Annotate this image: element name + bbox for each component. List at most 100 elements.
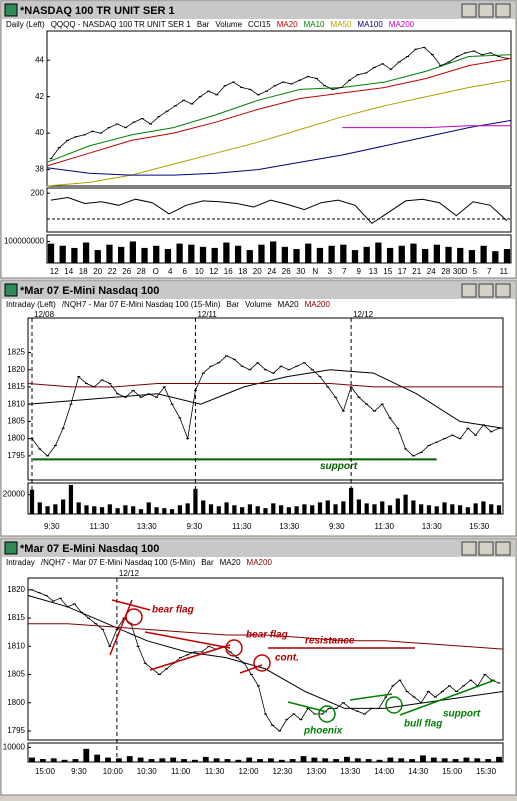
x-tick-label: 12:30 (272, 767, 293, 776)
x-tick-label: 30D (453, 267, 468, 276)
volume-bar (410, 243, 417, 263)
x-tick-label: 17 (398, 267, 407, 276)
x-tick-label: 9:30 (71, 767, 87, 776)
header-item: MA100 (357, 20, 383, 29)
volume-bar (50, 758, 57, 762)
volume-bar (433, 244, 440, 263)
window-button[interactable] (495, 3, 511, 18)
volume-bar (148, 759, 155, 762)
volume-bar (349, 487, 354, 514)
x-tick-label: 22 (108, 267, 117, 276)
volume-bar (118, 246, 125, 263)
y-tick-label: 1820 (7, 585, 25, 594)
chart-header: Intraday/NQH7 - Mar 07 E-Mini Nasdaq 100… (6, 558, 272, 567)
header-item: CCI15 (248, 20, 271, 29)
window-button[interactable] (495, 283, 511, 298)
annotation: support (443, 709, 481, 720)
volume-bar (202, 756, 209, 762)
ma-line (27, 383, 503, 388)
y-tick-label: 1800 (7, 434, 25, 443)
window-button[interactable] (478, 541, 494, 556)
x-tick-label: N (312, 267, 318, 276)
volume-bar (271, 503, 276, 514)
volume-bar (430, 757, 437, 762)
window-button[interactable] (461, 3, 477, 18)
x-tick-label: 11 (500, 267, 509, 276)
y-tick-label: 200 (31, 188, 45, 197)
window-button[interactable] (478, 3, 494, 18)
volume-bar (465, 507, 470, 514)
volume-bar (199, 246, 207, 263)
x-tick-label: 13:30 (137, 522, 158, 531)
ma-line (46, 57, 512, 167)
header-item: Volume (245, 300, 272, 309)
chart-header: Daily (Left) QQQQ - NASDAQ 100 TR UNIT SE… (6, 20, 415, 29)
volume-bar (344, 756, 350, 762)
volume-bar (232, 505, 237, 514)
x-tick-label: O (153, 267, 159, 276)
volume-bar (452, 759, 459, 762)
y-tick-label: 42 (35, 92, 44, 101)
ma-line (28, 623, 504, 650)
volume-bar (185, 503, 190, 514)
x-tick-label: 20 (93, 267, 102, 276)
header-item: QQQQ - NASDAQ 100 TR UNIT SER 1 (51, 20, 192, 29)
volume-bar (356, 499, 362, 514)
volume-bar (76, 502, 81, 514)
window-button[interactable] (461, 541, 477, 556)
volume-bar (246, 757, 253, 762)
window-button[interactable] (478, 283, 494, 298)
window-button[interactable] (495, 541, 511, 556)
x-tick-label: 21 (412, 267, 421, 276)
ma-line (46, 54, 512, 163)
x-tick-label: 11:30 (232, 522, 252, 531)
volume-bar (311, 757, 318, 762)
y-tick-label: 1795 (7, 726, 25, 735)
x-tick-label: 12 (50, 267, 59, 276)
volume-bar (445, 246, 452, 263)
window (0, 280, 517, 537)
y-tick-label: 38 (35, 165, 44, 174)
close-line (31, 589, 500, 732)
volume-bar (164, 249, 172, 263)
volume-bar (481, 501, 486, 514)
volume-bar (72, 759, 79, 762)
volume-bar (281, 246, 288, 263)
x-tick-label: 9 (357, 267, 362, 276)
volume-bar (208, 504, 214, 514)
volume-bar (84, 505, 89, 514)
volume-bar (170, 757, 177, 762)
volume-bar (419, 504, 424, 514)
date-label: 12/12 (353, 310, 374, 319)
header-item: /NQH7 - Mar 07 E-Mini Nasdaq 100 (5-Min) (41, 558, 196, 567)
volume-bar (268, 758, 274, 762)
volume-bar (61, 759, 68, 762)
volume-bar (141, 247, 148, 263)
volume-bar (395, 498, 400, 514)
window-button[interactable] (461, 283, 477, 298)
volume-bar (258, 244, 265, 263)
volume-bar (255, 506, 260, 514)
volume-bar (278, 759, 285, 762)
volume-bar (263, 508, 268, 514)
volume-bar (47, 243, 55, 263)
close-line (50, 46, 508, 159)
title-bar (2, 2, 515, 19)
annotation: cont. (275, 653, 299, 664)
volume-bar (387, 757, 394, 762)
x-tick-label: 24 (267, 267, 276, 276)
header-item: MA50 (331, 20, 352, 29)
date-label: 12/08 (34, 310, 55, 319)
volume-bar (53, 504, 58, 514)
date-label: 12/11 (197, 310, 217, 319)
x-tick-label: 14:00 (374, 767, 395, 776)
volume-bar (411, 500, 416, 514)
x-tick-label: 20 (253, 267, 262, 276)
volume-bar (403, 494, 408, 514)
volume-bar (468, 250, 476, 263)
annotation: bear flag (246, 630, 288, 641)
volume-bar (442, 502, 447, 514)
volume-bar (92, 506, 97, 514)
close-line (31, 355, 500, 457)
